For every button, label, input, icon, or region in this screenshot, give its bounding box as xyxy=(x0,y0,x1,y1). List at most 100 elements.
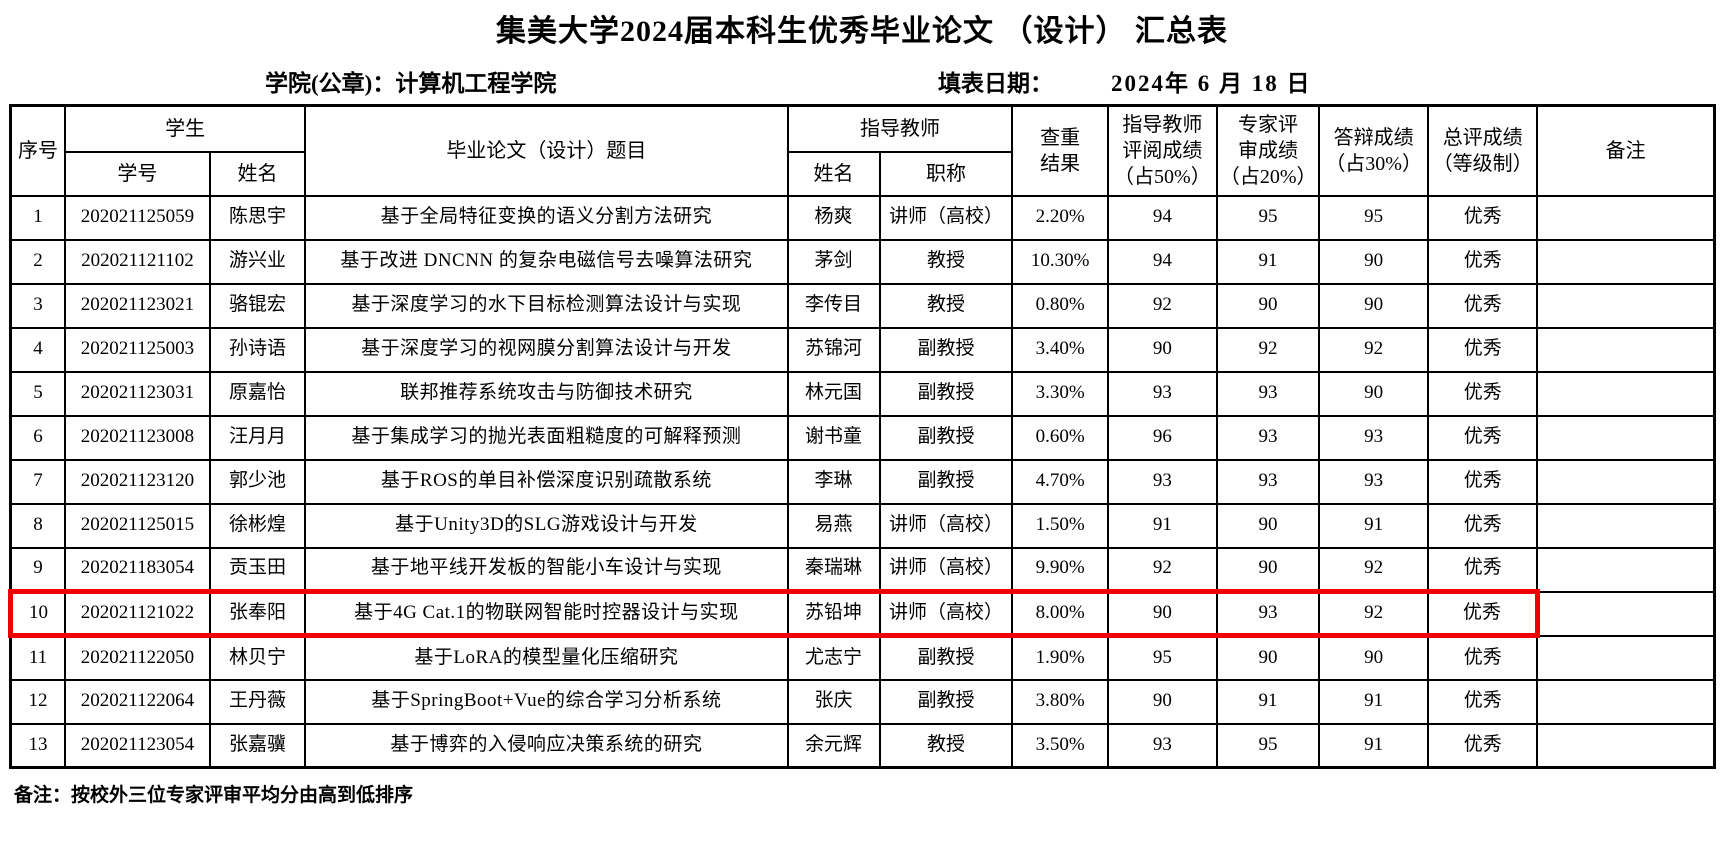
cell-advisor-name: 杨爽 xyxy=(786,194,881,241)
cell-student-name: 林贝宁 xyxy=(208,634,307,681)
header-overall-grade: 总评成绩 （等级制） xyxy=(1427,104,1539,197)
cell-check-result: 3.80% xyxy=(1011,678,1109,725)
table-row: 4 202021125003 孙诗语 基于深度学习的视网膜分割算法设计与开发 苏… xyxy=(9,326,1716,373)
cell-overall-grade: 优秀 xyxy=(1427,634,1539,681)
cell-index: 13 xyxy=(9,722,67,769)
cell-check-result: 3.40% xyxy=(1011,326,1109,373)
cell-thesis-title: 基于4G Cat.1的物联网智能时控器设计与实现 xyxy=(304,589,789,638)
cell-defense-score: 95 xyxy=(1318,194,1430,241)
cell-remark xyxy=(1536,282,1716,329)
cell-remark xyxy=(1536,634,1716,681)
cell-thesis-title: 基于深度学习的视网膜分割算法设计与开发 xyxy=(304,326,789,373)
cell-advisor-title: 讲师（高校） xyxy=(878,194,1014,241)
table-row: 11 202021122050 林贝宁 基于LoRA的模型量化压缩研究 尤志宁 … xyxy=(9,634,1716,681)
cell-overall-grade: 优秀 xyxy=(1427,326,1539,373)
cell-expert-score: 93 xyxy=(1215,589,1321,638)
cell-defense-score: 90 xyxy=(1318,634,1430,681)
cell-index: 6 xyxy=(9,414,67,461)
cell-check-result: 8.00% xyxy=(1011,589,1109,638)
cell-overall-grade: 优秀 xyxy=(1427,458,1539,505)
cell-defense-score: 92 xyxy=(1318,546,1430,593)
cell-advisor-score: 91 xyxy=(1106,502,1218,549)
cell-remark xyxy=(1536,326,1716,373)
cell-expert-score: 92 xyxy=(1215,326,1321,373)
cell-defense-score: 90 xyxy=(1318,282,1430,329)
cell-remark xyxy=(1536,546,1716,593)
fill-date-value: 2024年 6 月 18 日 xyxy=(1111,71,1312,96)
table-row: 7 202021123120 郭少池 基于ROS的单目补偿深度识别疏散系统 李琳… xyxy=(9,458,1716,505)
cell-student-name: 孙诗语 xyxy=(208,326,307,373)
cell-student-name: 原嘉怡 xyxy=(208,370,307,417)
cell-index: 3 xyxy=(9,282,67,329)
cell-thesis-title: 基于Unity3D的SLG游戏设计与开发 xyxy=(304,502,789,549)
cell-remark xyxy=(1536,590,1716,637)
cell-advisor-score: 96 xyxy=(1106,414,1218,461)
cell-student-id: 202021123031 xyxy=(64,370,211,417)
cell-overall-grade: 优秀 xyxy=(1427,546,1539,593)
cell-index: 5 xyxy=(9,370,67,417)
cell-overall-grade: 优秀 xyxy=(1427,238,1539,285)
cell-expert-score: 91 xyxy=(1215,678,1321,725)
table-row: 12 202021122064 王丹薇 基于SpringBoot+Vue的综合学… xyxy=(9,678,1716,725)
cell-advisor-score: 90 xyxy=(1106,326,1218,373)
cell-overall-grade: 优秀 xyxy=(1427,722,1539,769)
cell-student-name: 张嘉骥 xyxy=(208,722,307,769)
cell-expert-score: 90 xyxy=(1215,634,1321,681)
header-advisor-group: 指导教师 xyxy=(786,104,1014,153)
cell-student-id: 202021122050 xyxy=(64,634,211,681)
cell-advisor-score: 94 xyxy=(1106,194,1218,241)
cell-advisor-title: 副教授 xyxy=(878,634,1014,681)
cell-advisor-name: 谢书童 xyxy=(786,414,881,461)
cell-expert-score: 90 xyxy=(1215,502,1321,549)
cell-index: 11 xyxy=(9,634,67,681)
table-header: 序号 学生 毕业论文（设计）题目 指导教师 查重 结果 指导教师 评阅成绩 （占… xyxy=(9,104,1716,197)
cell-remark xyxy=(1536,722,1716,769)
cell-advisor-name: 苏铅坤 xyxy=(786,589,881,638)
cell-thesis-title: 基于ROS的单目补偿深度识别疏散系统 xyxy=(304,458,789,505)
table-row: 13 202021123054 张嘉骥 基于博弈的入侵响应决策系统的研究 余元辉… xyxy=(9,722,1716,769)
cell-defense-score: 91 xyxy=(1318,502,1430,549)
table-row: 8 202021125015 徐彬煌 基于Unity3D的SLG游戏设计与开发 … xyxy=(9,502,1716,549)
cell-student-name: 郭少池 xyxy=(208,458,307,505)
cell-defense-score: 91 xyxy=(1318,678,1430,725)
cell-expert-score: 90 xyxy=(1215,546,1321,593)
cell-advisor-title: 教授 xyxy=(878,238,1014,285)
cell-advisor-title: 讲师（高校） xyxy=(878,589,1014,638)
cell-advisor-score: 95 xyxy=(1106,634,1218,681)
header-check-result: 查重 结果 xyxy=(1011,104,1109,197)
header-advisor-name: 姓名 xyxy=(786,150,881,197)
page-title: 集美大学2024届本科生优秀毕业论文 （设计） 汇总表 xyxy=(496,15,1228,48)
cell-expert-score: 93 xyxy=(1215,458,1321,505)
cell-remark xyxy=(1536,370,1716,417)
cell-remark xyxy=(1536,678,1716,725)
cell-thesis-title: 基于LoRA的模型量化压缩研究 xyxy=(304,634,789,681)
header-advisor-title: 职称 xyxy=(878,150,1014,197)
cell-defense-score: 90 xyxy=(1318,370,1430,417)
cell-overall-grade: 优秀 xyxy=(1427,194,1539,241)
cell-student-name: 王丹薇 xyxy=(208,678,307,725)
cell-advisor-title: 副教授 xyxy=(878,414,1014,461)
fill-date: 填表日期： 2024年 6 月 18 日 xyxy=(938,64,1312,98)
cell-advisor-title: 讲师（高校） xyxy=(878,546,1014,593)
cell-remark xyxy=(1536,194,1716,241)
cell-check-result: 10.30% xyxy=(1011,238,1109,285)
header-index: 序号 xyxy=(9,104,67,197)
cell-student-name: 张奉阳 xyxy=(208,589,307,638)
cell-advisor-score: 92 xyxy=(1106,546,1218,593)
header-thesis-title: 毕业论文（设计）题目 xyxy=(304,104,789,197)
cell-check-result: 3.50% xyxy=(1011,722,1109,769)
cell-student-id: 202021121022 xyxy=(64,589,211,638)
cell-student-id: 202021125059 xyxy=(64,194,211,241)
cell-advisor-score: 93 xyxy=(1106,722,1218,769)
cell-thesis-title: 基于深度学习的水下目标检测算法设计与实现 xyxy=(304,282,789,329)
table-row: 2 202021121102 游兴业 基于改进 DNCNN 的复杂电磁信号去噪算… xyxy=(9,238,1716,285)
cell-advisor-name: 易燕 xyxy=(786,502,881,549)
cell-remark xyxy=(1536,238,1716,285)
cell-advisor-name: 李传目 xyxy=(786,282,881,329)
cell-student-name: 贡玉田 xyxy=(208,546,307,593)
cell-check-result: 1.90% xyxy=(1011,634,1109,681)
cell-overall-grade: 优秀 xyxy=(1427,414,1539,461)
cell-student-id: 202021121102 xyxy=(64,238,211,285)
table-row-highlighted: 10 202021121022 张奉阳 基于4G Cat.1的物联网智能时控器设… xyxy=(8,589,1716,638)
cell-overall-grade: 优秀 xyxy=(1427,589,1540,638)
